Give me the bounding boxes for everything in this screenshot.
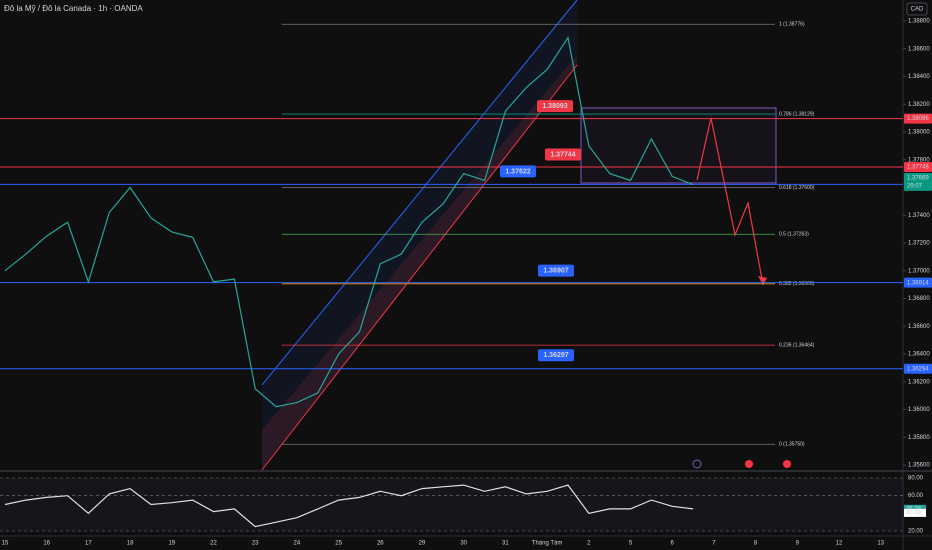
x-tick-label: 19 xyxy=(168,541,175,547)
x-tick-label: 2 xyxy=(587,541,591,547)
y-tick-label: 1.36200 xyxy=(908,379,930,385)
annotation-box xyxy=(538,349,574,362)
channel-lower xyxy=(261,64,578,471)
x-tick-label: 30 xyxy=(460,541,467,547)
x-tick-label: 25 xyxy=(335,541,342,547)
fib-label: 0.618 (1.37600) xyxy=(779,185,815,191)
event-icon xyxy=(745,460,753,468)
annotation-label: 1.36907 xyxy=(543,267,568,274)
x-tick-label: 8 xyxy=(754,541,758,547)
rsi-tag xyxy=(904,504,926,513)
annotation-label: 1.37744 xyxy=(550,151,575,158)
annotation-box xyxy=(545,148,581,161)
rsi-line xyxy=(4,484,694,528)
x-tick-label: 22 xyxy=(210,541,217,547)
y-tick-label: 1.37200 xyxy=(908,241,930,247)
x-tick-label: 31 xyxy=(502,541,509,547)
y-tick-label: 1.38200 xyxy=(908,102,930,108)
projection-path xyxy=(696,117,764,286)
level-tag-label: 1.37748 xyxy=(907,165,929,171)
y-tick-label: 1.36000 xyxy=(908,407,930,413)
annotation-box xyxy=(537,100,573,113)
x-tick-label: 18 xyxy=(127,541,134,547)
y-tick-label: 1.36600 xyxy=(908,324,930,330)
x-tick-label: 7 xyxy=(712,541,716,547)
y-tick-label: 1.38400 xyxy=(908,74,930,80)
channel-fill-lower xyxy=(262,55,577,470)
y-tick-label: 1.37000 xyxy=(908,268,930,274)
x-tick-label: 16 xyxy=(43,541,50,547)
y-tick-label: 1.38600 xyxy=(908,46,930,52)
y-tick-label: 1.38000 xyxy=(908,130,930,136)
fib-label: 0.236 (1.36464) xyxy=(779,342,815,348)
rsi-tick-label: 60.00 xyxy=(908,493,924,499)
fib-label: 0 (1.35750) xyxy=(779,442,805,448)
x-tick-label: 26 xyxy=(377,541,384,547)
chart-title: Đô la Mỹ / Đô la Canada · 1h · OANDA xyxy=(4,4,143,13)
countdown: 29:07 xyxy=(907,183,923,189)
level-tag-label: 1.36914 xyxy=(907,280,929,286)
annotation-label: 1.38093 xyxy=(542,103,567,110)
level-tag-label: 1.38096 xyxy=(907,116,929,122)
rsi-tick-label: 80.00 xyxy=(908,476,924,482)
rsi-tick-label: 20.00 xyxy=(908,529,924,535)
fib-label: 1 (1.38776) xyxy=(779,22,805,28)
y-tick-label: 1.35800 xyxy=(908,435,930,441)
x-tick-label: 6 xyxy=(671,541,675,547)
event-icon xyxy=(783,460,791,468)
x-tick-label: 24 xyxy=(294,541,301,547)
rsi-tag xyxy=(904,508,926,517)
range-box xyxy=(580,107,777,184)
currency: CAD xyxy=(911,7,924,13)
currency-box xyxy=(906,2,928,16)
level-tag xyxy=(904,161,932,172)
y-tick-label: 1.37400 xyxy=(908,213,930,219)
y-tick-label: 1.35600 xyxy=(908,463,930,469)
x-tick-label: 17 xyxy=(85,541,92,547)
price-line xyxy=(4,36,694,408)
annotation-label: 1.36297 xyxy=(543,352,568,359)
level-tag xyxy=(904,277,932,288)
x-tick-label: 13 xyxy=(877,541,884,547)
fib-label: 0.382 (1.36906) xyxy=(779,281,815,287)
annotation-box xyxy=(500,165,536,178)
x-tick-label: 15 xyxy=(2,541,9,547)
x-tick-label: 29 xyxy=(419,541,426,547)
level-tag-label: 1.36294 xyxy=(907,366,929,372)
annotation-label: 1.37622 xyxy=(505,168,530,175)
price-tag xyxy=(904,172,932,191)
channel-upper xyxy=(261,0,578,386)
x-tick-label: 5 xyxy=(629,541,633,547)
price-tag-label: 1.37669 xyxy=(907,175,929,181)
x-tick-label: 12 xyxy=(836,541,843,547)
y-tick-label: 1.36400 xyxy=(908,352,930,358)
rsi-tag-label: 40.48 xyxy=(906,510,922,516)
y-tick-label: 1.37800 xyxy=(908,157,930,163)
event-icon xyxy=(692,459,702,469)
data-layer: 1.38800 1.38600 1.38400 1.38200 1.38000 1.378… xyxy=(0,19,932,547)
x-tick-label: Tháng Tám xyxy=(532,541,563,547)
projection-arrowhead xyxy=(758,276,767,285)
y-tick-label: 1.36800 xyxy=(908,296,930,302)
y-tick-label: 1.38800 xyxy=(908,19,930,25)
level-tag xyxy=(904,113,932,124)
x-tick-label: 9 xyxy=(796,541,800,547)
annotation-box xyxy=(538,264,574,277)
x-tick-label: 23 xyxy=(252,541,259,547)
level-tag xyxy=(904,363,932,374)
fib-label: 0.5 (1.37263) xyxy=(779,232,809,238)
fib-label: 0.786 (1.38129) xyxy=(779,111,815,117)
